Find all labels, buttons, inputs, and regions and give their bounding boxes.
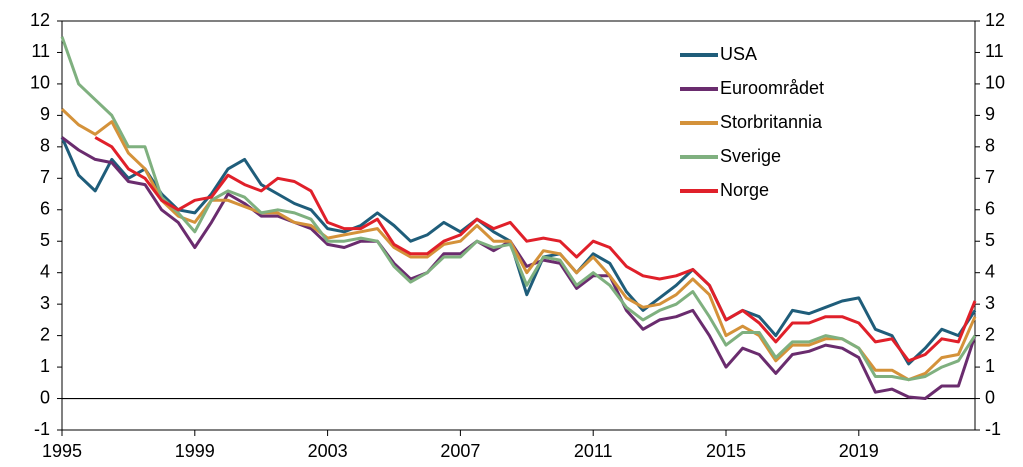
y2-tick-label: 4 xyxy=(985,261,995,281)
y2-tick-label: -1 xyxy=(985,419,1001,439)
y-tick-label: 12 xyxy=(30,10,50,30)
plot-frame xyxy=(61,20,976,431)
y2-tick-label: 6 xyxy=(985,199,995,219)
x-tick-label: 2007 xyxy=(440,441,480,461)
legend-label: Storbritannia xyxy=(720,112,823,132)
y-tick-label: 2 xyxy=(40,324,50,344)
y-tick-label: 5 xyxy=(40,230,50,250)
series-line xyxy=(60,136,977,366)
y-tick-label: 8 xyxy=(40,136,50,156)
x-tick-label: 2003 xyxy=(308,441,348,461)
y-tick-label: 4 xyxy=(40,261,50,281)
y2-tick-label: 11 xyxy=(985,41,1004,61)
series-line xyxy=(94,136,977,363)
y2-tick-label: 2 xyxy=(985,324,995,344)
y2-tick-label: 0 xyxy=(985,387,995,407)
y-tick-label: 6 xyxy=(40,199,50,219)
y2-tick-label: 5 xyxy=(985,230,995,250)
y-tick-label: 7 xyxy=(40,167,50,187)
x-tick-label: 1995 xyxy=(42,441,82,461)
y2-tick-label: 10 xyxy=(985,73,1005,93)
series-line xyxy=(60,36,977,382)
y2-tick-label: 8 xyxy=(985,136,995,156)
y-tick-label: 3 xyxy=(40,293,50,313)
y-tick-label: 9 xyxy=(40,104,50,124)
x-tick-label: 2019 xyxy=(839,441,879,461)
y2-tick-label: 3 xyxy=(985,293,995,313)
y-tick-label: 1 xyxy=(40,356,50,376)
x-tick-label: 1999 xyxy=(175,441,215,461)
y-tick-label: 10 xyxy=(30,73,50,93)
y2-tick-label: 1 xyxy=(985,356,995,376)
y-tick-label: 0 xyxy=(40,387,50,407)
x-tick-label: 2015 xyxy=(706,441,746,461)
legend-label: Euroområdet xyxy=(720,78,824,98)
y-tick-label: -1 xyxy=(34,419,50,439)
legend-label: USA xyxy=(720,44,757,64)
legend-label: Sverige xyxy=(720,146,781,166)
legend-label: Norge xyxy=(720,180,769,200)
y-tick-label: 11 xyxy=(31,41,50,61)
y2-tick-label: 9 xyxy=(985,104,995,124)
x-tick-label: 2011 xyxy=(574,441,613,461)
y2-tick-label: 7 xyxy=(985,167,995,187)
y2-tick-label: 12 xyxy=(985,10,1005,30)
